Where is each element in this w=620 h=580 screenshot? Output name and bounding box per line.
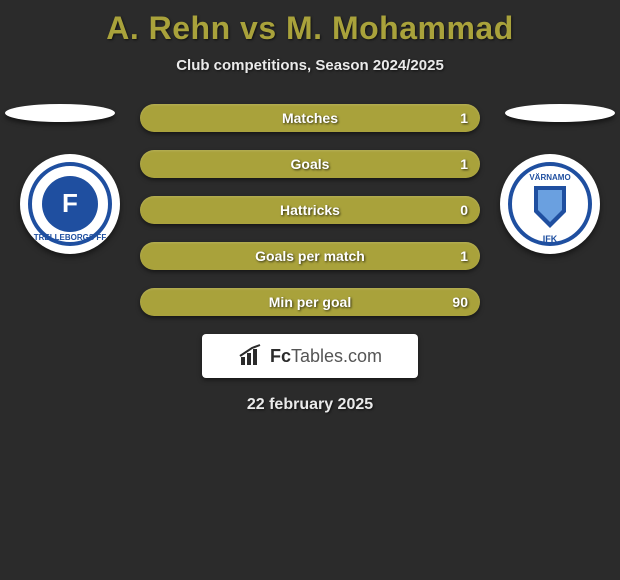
stat-label: Min per goal <box>140 288 480 316</box>
club-left-badge: F TRELLEBORGS FF <box>20 154 120 254</box>
svg-text:TRELLEBORGS FF: TRELLEBORGS FF <box>34 233 107 242</box>
stat-label: Goals <box>140 150 480 178</box>
stat-label: Matches <box>140 104 480 132</box>
stat-row-goals: Goals 1 <box>140 150 480 178</box>
stat-right-value: 0 <box>460 196 468 224</box>
stat-right-value: 90 <box>452 288 468 316</box>
stat-label: Goals per match <box>140 242 480 270</box>
player-left-avatar <box>5 104 115 122</box>
stat-label: Hattricks <box>140 196 480 224</box>
stat-right-value: 1 <box>460 150 468 178</box>
svg-text:F: F <box>62 188 78 218</box>
player-right-avatar <box>505 104 615 122</box>
stat-right-value: 1 <box>460 104 468 132</box>
comparison-date: 22 february 2025 <box>0 396 620 414</box>
stat-row-min-per-goal: Min per goal 90 <box>140 288 480 316</box>
brand-prefix: Fc <box>270 346 291 366</box>
stat-rows: Matches 1 Goals 1 Hattricks 0 Goals per … <box>140 104 480 316</box>
page-subtitle: Club competitions, Season 2024/2025 <box>0 57 620 74</box>
stat-row-matches: Matches 1 <box>140 104 480 132</box>
bar-chart-icon <box>238 343 264 369</box>
varnamo-badge-icon: VÄRNAMO IFK <box>508 162 592 246</box>
stat-row-hattricks: Hattricks 0 <box>140 196 480 224</box>
svg-text:VÄRNAMO: VÄRNAMO <box>529 173 570 182</box>
brand-box: FcTables.com <box>202 334 418 378</box>
brand-suffix: Tables.com <box>291 346 382 366</box>
comparison-panel: F TRELLEBORGS FF VÄRNAMO IFK Matches 1 G… <box>0 104 620 414</box>
stat-right-value: 1 <box>460 242 468 270</box>
brand-text: FcTables.com <box>270 346 382 367</box>
page-title: A. Rehn vs M. Mohammad <box>0 0 620 47</box>
club-right-badge: VÄRNAMO IFK <box>500 154 600 254</box>
trelleborg-badge-icon: F TRELLEBORGS FF <box>28 162 112 246</box>
stat-row-goals-per-match: Goals per match 1 <box>140 242 480 270</box>
svg-text:IFK: IFK <box>543 234 558 244</box>
